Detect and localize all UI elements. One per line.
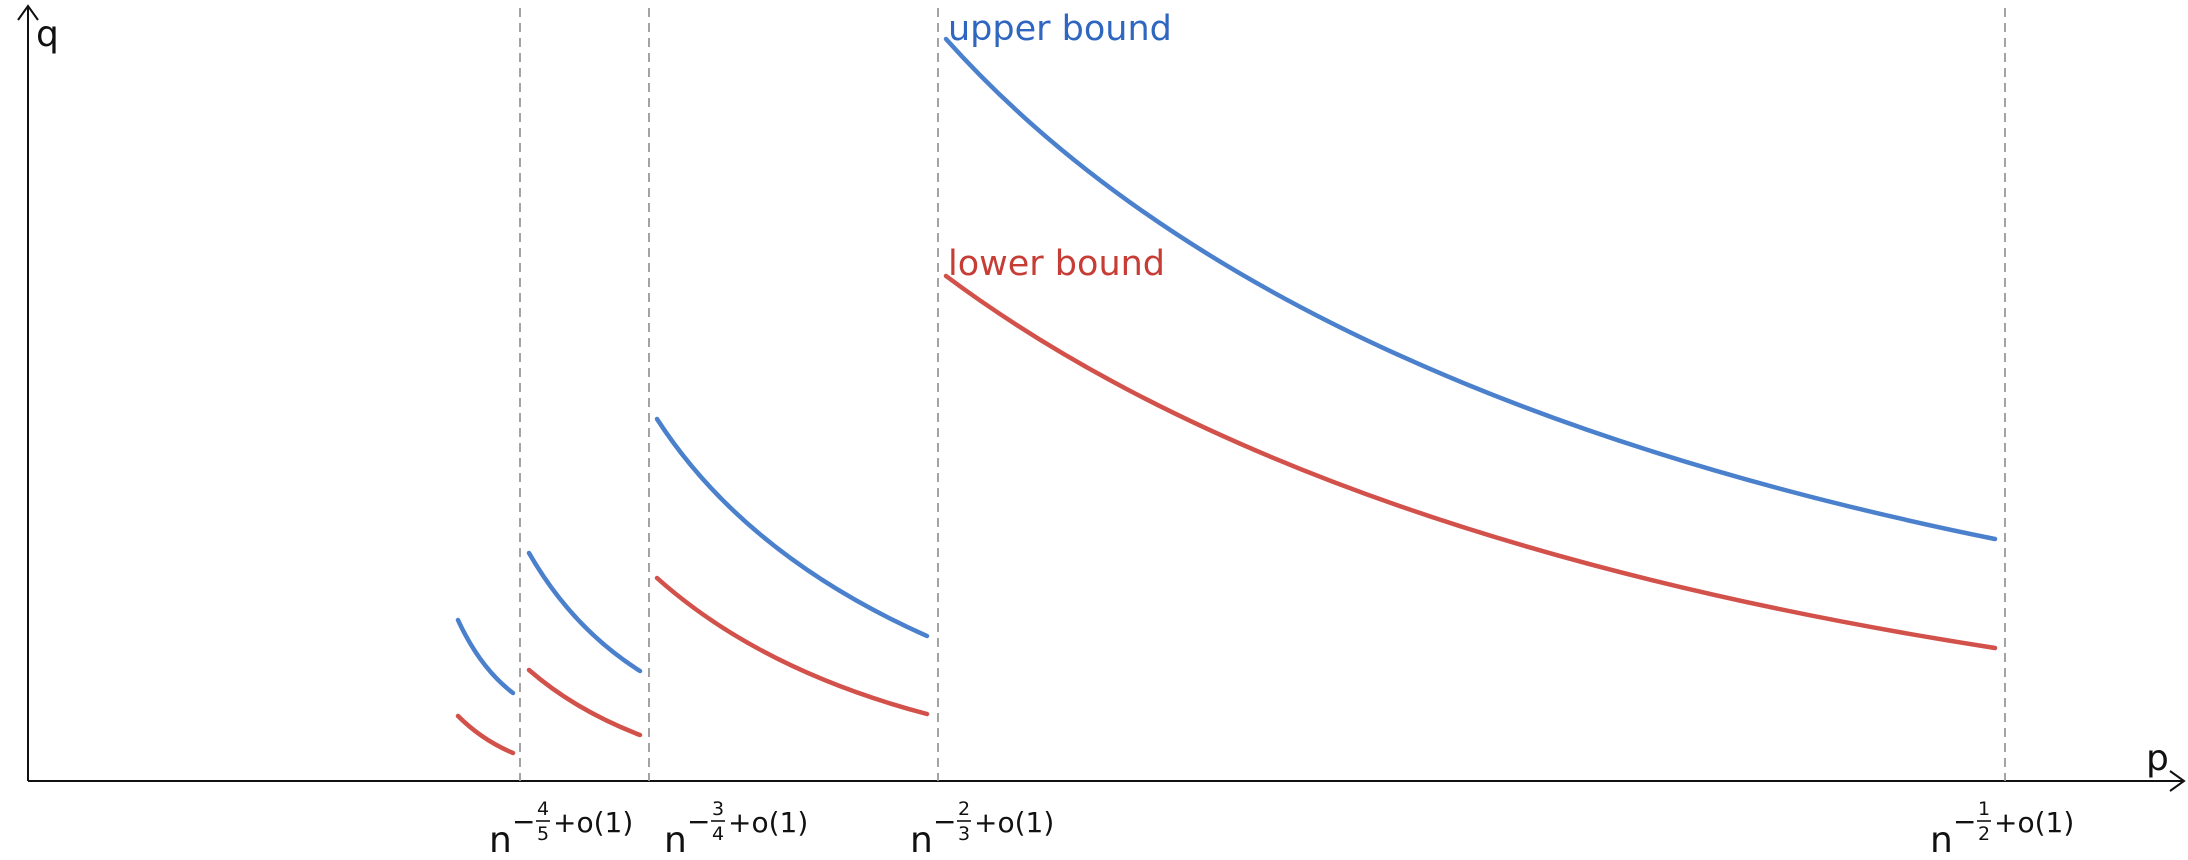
threshold-rest: +o(1) [1994,806,2074,839]
x-arrow [2169,770,2186,792]
lower-label: lower bound [948,244,1165,284]
threshold-sign: − [1953,805,1976,838]
threshold-den: 5 [537,823,549,845]
threshold-rest: +o(1) [553,806,633,839]
thresholds [519,8,2006,781]
threshold-sign: − [512,805,535,838]
threshold-sign: − [687,805,710,838]
threshold-num: 1 [1978,798,1990,820]
threshold-base: n [489,820,512,860]
threshold-num: 3 [712,798,724,820]
threshold-den: 2 [1978,823,1990,845]
y-arrow [17,4,39,21]
upper-curve [526,550,643,674]
lower-curve [943,273,1998,651]
threshold-base: n [1930,820,1953,860]
upper-curve [654,416,930,639]
threshold-base: n [910,820,933,860]
threshold-den: 4 [712,823,724,845]
upper-curve [455,617,516,696]
threshold-rest: +o(1) [728,806,808,839]
curves [455,36,1998,756]
upper-curve [943,36,1998,542]
threshold-num: 4 [537,798,549,820]
threshold-rest: +o(1) [974,806,1054,839]
lower-curve [526,667,643,738]
x-axis-label: p [2146,738,2169,779]
threshold-den: 3 [958,823,970,845]
lower-curve [455,713,516,756]
threshold-base: n [664,820,687,860]
y-axis-label: q [36,14,59,55]
lower-curve [654,575,930,717]
threshold-sign: − [933,805,956,838]
upper-label: upper bound [948,9,1172,49]
threshold-num: 2 [958,798,970,820]
